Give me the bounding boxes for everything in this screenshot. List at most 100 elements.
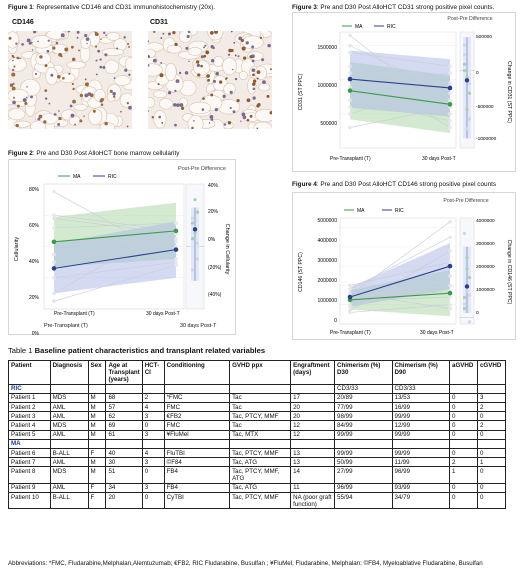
ihc-fat-cell (80, 36, 92, 49)
patient-line (349, 35, 451, 115)
figure2-caption: Figure 2: Pre and D30 Post AlloHCT bone … (8, 150, 180, 157)
patient-point (448, 71, 452, 75)
ihc-stained-cell (241, 112, 246, 117)
ihc-stained-cell (227, 53, 231, 56)
ihc-stained-cell (92, 109, 96, 113)
ihc-stained-cell (48, 102, 51, 105)
series-point-ma (447, 102, 453, 107)
series-point-ric (447, 263, 453, 269)
ihc-fat-cell (66, 60, 86, 69)
ihc-stained-cell (210, 31, 214, 35)
ihc-stained-cell (12, 96, 15, 99)
column-header: Patient (8, 360, 51, 385)
table-cell: 12 (290, 420, 336, 431)
figure4-chart: Post-Pre Difference MA RIC CD146 (ST PPC… (292, 192, 516, 340)
series-point-ric (347, 294, 353, 300)
ytick: 500000 (320, 121, 337, 127)
ihc-stained-cell (160, 37, 163, 40)
figure3-yticks: 1500000 1000000 500000 (318, 45, 338, 127)
ihc-fat-cell (8, 56, 27, 72)
table-cell: 98/99 (334, 411, 393, 422)
ihc-stained-cell (187, 31, 191, 34)
ihc-stained-cell (251, 82, 256, 86)
ihc-stained-cell (9, 83, 14, 87)
series-point-ric (447, 85, 453, 91)
cd146-panel-label: CD146 (12, 19, 34, 26)
ihc-stained-cell (116, 47, 119, 50)
cd31-ihc-image (148, 31, 272, 129)
table-cell: Tac, ATG (229, 482, 292, 494)
ihc-stained-cell (203, 54, 207, 58)
table-row: Patient 3 AML M 62 3 €FB2 Tac, PTCY, MMF 20 98/9… (8, 411, 507, 422)
difference-point (190, 237, 195, 241)
y2tick: 40% (208, 183, 219, 189)
figure4-xlabel-post: 30 days Post-T (420, 330, 454, 336)
figure4-legend: MA RIC (344, 208, 404, 214)
ihc-stained-cell (210, 118, 214, 121)
table-cell: Patient 7 (8, 457, 51, 468)
ihc-stained-cell (191, 126, 194, 129)
plot-area (339, 31, 457, 149)
ihc-fat-cell (241, 35, 264, 50)
series-line-ma (349, 292, 451, 301)
patient-point (448, 235, 452, 240)
y2tick: 500000 (476, 34, 492, 40)
figure4-ylabel: CD146 (ST PPC) (298, 252, 304, 292)
ihc-stained-cell (167, 91, 172, 95)
patient-point (448, 248, 452, 253)
ihc-stained-cell (128, 105, 132, 110)
ihc-stained-cell (242, 56, 247, 60)
ihc-fat-cell (193, 59, 211, 76)
patient-line (349, 72, 451, 87)
ihc-fat-cell (104, 59, 120, 75)
patient-line (349, 290, 451, 300)
patient-line (349, 45, 451, 94)
ihc-stained-cell (184, 71, 189, 75)
table-cell: 69 (105, 420, 143, 431)
figure4-y2label: Change in CD146 (ST PPC) (506, 240, 512, 305)
patient-point (348, 50, 352, 55)
table-cell: 93/99 (391, 482, 451, 494)
patient-point (348, 33, 352, 38)
table-cell: 4 (141, 448, 165, 459)
difference-point (462, 295, 467, 300)
cd146-ihc-image (8, 31, 132, 129)
ihc-fat-cell (148, 63, 163, 77)
column-header: cGVHD (476, 360, 507, 385)
table-cell: 0 (141, 420, 165, 431)
figure4-xlabel-pre: Pre-Transplant (T) (330, 330, 371, 336)
ytick: 0% (32, 331, 40, 335)
table-cell: 2 (141, 392, 165, 404)
ihc-stained-cell (68, 72, 71, 75)
table-cell: 55/94 (334, 492, 393, 510)
ihc-stained-cell (181, 106, 185, 110)
table-cell: AML (49, 482, 89, 494)
table-cell: 1 (476, 457, 507, 468)
y2tick: 2000000 (476, 264, 495, 270)
ihc-fat-cell (178, 31, 192, 44)
table-cell: 34/79 (391, 492, 451, 510)
ihc-stained-cell (99, 99, 103, 103)
y2tick: 0 (476, 70, 479, 76)
ihc-stained-cell (158, 115, 162, 119)
ytick: 2000000 (318, 278, 338, 284)
ihc-stained-cell (233, 41, 236, 44)
table-row: Patient 9 AML F 34 3 FB4 Tac, ATG 11 96/99 93/99 0… (8, 482, 507, 494)
ihc-stained-cell (12, 100, 16, 105)
y2tick: 3000000 (476, 241, 495, 247)
ihc-stained-cell (39, 55, 43, 59)
ihc-stained-cell (34, 72, 38, 76)
patient-line (349, 106, 451, 128)
figure2-xlabel-pre: Pre-Transplant (T) (54, 311, 95, 317)
ihc-stained-cell (62, 76, 65, 80)
figure3-caption: Figure 3: Pre and D30 Post AlloHCT CD31 … (292, 4, 495, 11)
table-cell: 0 (449, 411, 478, 422)
ytick: 3000000 (318, 258, 338, 264)
table-cell: 99/99 (391, 448, 451, 459)
ihc-stained-cell (16, 56, 20, 60)
ihc-stained-cell (240, 120, 242, 122)
ihc-stained-cell (252, 87, 256, 91)
ihc-stained-cell (152, 58, 157, 63)
difference-point (462, 52, 467, 57)
ihc-stained-cell (83, 115, 85, 117)
